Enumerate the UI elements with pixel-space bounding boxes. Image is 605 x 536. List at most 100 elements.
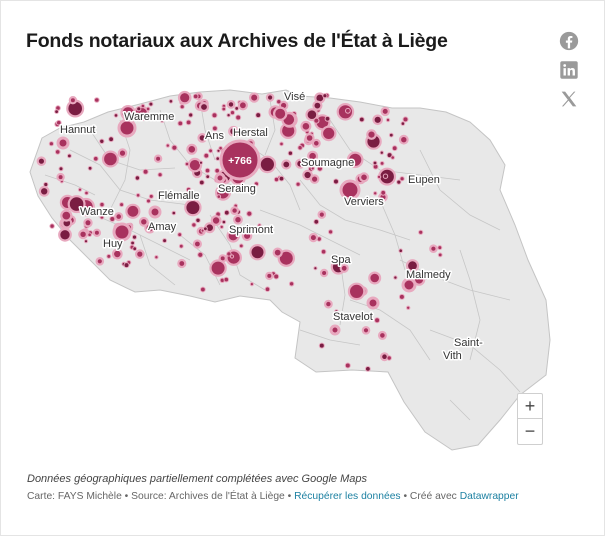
archive-marker[interactable]: [134, 175, 141, 181]
archive-marker[interactable]: [265, 271, 274, 281]
archive-marker[interactable]: [192, 93, 199, 100]
archive-marker[interactable]: [216, 148, 221, 153]
archive-marker[interactable]: [309, 174, 320, 184]
archive-marker[interactable]: [273, 273, 280, 280]
archive-marker[interactable]: [148, 101, 154, 107]
archive-marker[interactable]: [373, 191, 378, 196]
archive-marker[interactable]: [390, 155, 396, 160]
archive-marker[interactable]: [198, 160, 204, 165]
archive-marker[interactable]: [177, 232, 183, 238]
archive-marker[interactable]: [154, 255, 159, 260]
archive-marker[interactable]: [339, 263, 349, 273]
archive-marker[interactable]: [177, 120, 184, 127]
archive-marker[interactable]: [437, 245, 443, 251]
archive-marker[interactable]: [429, 244, 438, 254]
archive-marker[interactable]: [178, 243, 184, 249]
archive-marker[interactable]: [125, 203, 141, 219]
archive-marker[interactable]: [312, 100, 323, 111]
archive-marker[interactable]: [382, 173, 389, 179]
archive-marker[interactable]: [171, 144, 178, 151]
archive-marker[interactable]: [99, 214, 105, 220]
archive-marker[interactable]: [142, 168, 149, 175]
archive-marker[interactable]: [398, 134, 409, 145]
archive-marker[interactable]: [36, 156, 47, 167]
archive-marker[interactable]: [304, 133, 315, 144]
archive-marker[interactable]: [165, 143, 171, 148]
archive-marker[interactable]: [399, 176, 405, 182]
archive-marker[interactable]: [205, 174, 211, 180]
archive-marker[interactable]: [114, 212, 124, 222]
archive-marker[interactable]: [272, 247, 283, 258]
archive-marker[interactable]: [188, 112, 194, 118]
datawrapper-link[interactable]: Datawrapper: [459, 491, 519, 502]
archive-marker[interactable]: [151, 223, 157, 228]
archive-marker[interactable]: [58, 166, 64, 172]
archive-marker[interactable]: [257, 223, 262, 228]
archive-marker[interactable]: [234, 106, 240, 111]
zoom-out-button[interactable]: −: [517, 419, 543, 445]
archive-marker[interactable]: [372, 114, 383, 126]
archive-marker[interactable]: [135, 193, 141, 198]
archive-marker[interactable]: [396, 179, 402, 185]
archive-marker[interactable]: [87, 165, 93, 171]
archive-marker[interactable]: [221, 106, 227, 112]
archive-marker[interactable]: [219, 224, 224, 230]
archive-marker[interactable]: [95, 256, 105, 266]
archive-marker[interactable]: [318, 342, 325, 349]
archive-marker[interactable]: [377, 330, 387, 340]
archive-marker[interactable]: [316, 165, 323, 172]
archive-marker[interactable]: [324, 115, 331, 122]
archive-marker[interactable]: [195, 217, 201, 224]
archive-marker[interactable]: [319, 268, 329, 278]
archive-marker[interactable]: [214, 172, 226, 184]
archive-marker[interactable]: [109, 216, 116, 222]
archive-marker[interactable]: [302, 169, 313, 181]
archive-marker[interactable]: [333, 178, 339, 185]
archive-marker[interactable]: [313, 266, 318, 271]
archive-marker[interactable]: [54, 149, 61, 155]
archive-marker[interactable]: [311, 138, 321, 148]
archive-marker[interactable]: [380, 189, 387, 196]
archive-marker[interactable]: [92, 210, 99, 217]
archive-marker[interactable]: [56, 136, 70, 150]
archive-marker[interactable]: [223, 209, 230, 216]
archive-marker[interactable]: [83, 218, 93, 228]
archive-marker[interactable]: [253, 181, 259, 187]
archive-marker[interactable]: [99, 201, 105, 208]
archive-marker[interactable]: [200, 286, 206, 293]
archive-marker[interactable]: [132, 246, 138, 252]
archive-marker[interactable]: [130, 240, 136, 246]
archive-marker[interactable]: [320, 248, 327, 255]
archive-marker[interactable]: [228, 125, 239, 137]
archive-marker[interactable]: [374, 317, 381, 324]
archive-marker[interactable]: [344, 362, 351, 369]
archive-marker[interactable]: [322, 93, 328, 99]
archive-marker[interactable]: [148, 193, 154, 199]
archive-marker[interactable]: [313, 218, 320, 225]
archive-marker[interactable]: [249, 243, 266, 261]
archive-marker[interactable]: [361, 325, 371, 335]
archive-marker[interactable]: [162, 238, 168, 244]
archive-marker[interactable]: [136, 106, 142, 112]
archive-marker[interactable]: [310, 166, 315, 171]
archive-marker[interactable]: [238, 243, 244, 249]
archive-marker[interactable]: [186, 143, 198, 155]
get-data-link[interactable]: Récupérer les données: [294, 491, 401, 502]
archive-marker[interactable]: [329, 324, 341, 336]
archive-marker[interactable]: [58, 227, 72, 242]
archive-marker[interactable]: [300, 120, 312, 132]
linkedin-share-button[interactable]: [558, 59, 580, 81]
archive-marker[interactable]: [94, 97, 100, 103]
archive-marker[interactable]: [297, 145, 303, 151]
archive-marker[interactable]: [146, 198, 151, 204]
archive-marker[interactable]: [279, 141, 284, 147]
archive-marker[interactable]: [273, 106, 288, 121]
archive-marker[interactable]: [307, 150, 319, 162]
archive-marker[interactable]: [380, 106, 390, 117]
archive-marker[interactable]: [138, 216, 149, 227]
archive-marker[interactable]: [210, 215, 222, 226]
archive-marker[interactable]: [398, 293, 405, 300]
archive-marker[interactable]: [400, 121, 406, 126]
archive-marker[interactable]: [38, 185, 50, 197]
archive-marker[interactable]: [185, 119, 192, 126]
